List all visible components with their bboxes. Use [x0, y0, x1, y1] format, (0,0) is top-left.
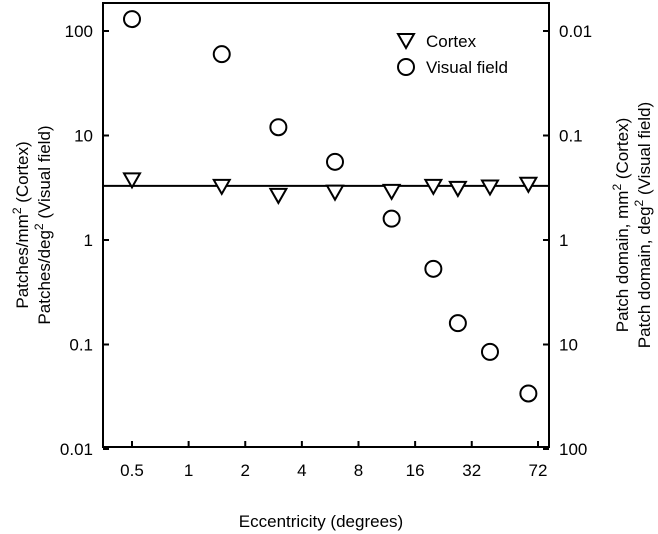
y-right-tick-label: 0.1 [559, 127, 583, 146]
y-left-tick-label: 1 [84, 231, 93, 250]
data-series [122, 10, 539, 403]
legend: Cortex Visual field [396, 32, 508, 77]
cortex-point [423, 178, 444, 196]
y-right-tick-label: 100 [559, 440, 587, 459]
y-left-tick-label: 0.1 [69, 336, 93, 355]
x-tick-label: 72 [529, 461, 548, 480]
y-right-axis-ticks: 0.01 0.1 1 10 100 [543, 22, 592, 459]
legend-visual-field-marker [397, 58, 415, 76]
visual-field-point [326, 152, 344, 171]
cortex-point [212, 178, 232, 196]
visual-field-point [269, 118, 288, 137]
visual-field-point [519, 384, 538, 403]
y-left-tick-label: 10 [74, 127, 93, 146]
y-right-tick-label: 10 [559, 336, 578, 355]
x-tick-label: 32 [462, 461, 481, 480]
y-left-title-line1: Patches/mm2 (Cortex) [10, 141, 32, 308]
x-tick-label: 4 [297, 461, 306, 480]
y-left-title-line2: Patches/deg2 (Visual field) [32, 125, 54, 324]
x-tick-label: 8 [354, 461, 363, 480]
legend-cortex-label: Cortex [426, 32, 477, 51]
visual-field-point [424, 259, 443, 278]
plot-frame [102, 2, 550, 448]
cortex-point [448, 180, 468, 198]
visual-field-point [212, 45, 231, 64]
legend-visual-field-label: Visual field [426, 58, 508, 77]
visual-field-point [480, 342, 499, 361]
x-axis-title: Eccentricity (degrees) [239, 512, 403, 531]
y-right-title-line2: Patch domain, deg2 (Visual field) [632, 102, 654, 348]
cortex-point [518, 176, 539, 194]
cortex-point [268, 187, 289, 205]
y-left-axis-ticks: 0.01 0.1 1 10 100 [60, 22, 109, 459]
x-tick-label: 0.5 [120, 461, 144, 480]
legend-cortex-marker [396, 33, 416, 51]
y-left-tick-label: 100 [65, 22, 93, 41]
x-tick-label: 1 [184, 461, 193, 480]
y-right-title-line1: Patch domain, mm2 (Cortex) [610, 118, 632, 333]
visual-field-point [382, 209, 401, 228]
y-left-axis-title: Patches/mm2 (Cortex) Patches/deg2 (Visua… [10, 125, 54, 324]
y-right-tick-label: 1 [559, 231, 568, 250]
visual-field-point [123, 10, 141, 29]
y-left-tick-label: 0.01 [60, 440, 93, 459]
x-tick-label: 2 [241, 461, 250, 480]
cortex-point [381, 183, 402, 201]
x-tick-label: 16 [406, 461, 425, 480]
cortex-point [122, 172, 142, 190]
y-right-tick-label: 0.01 [559, 22, 592, 41]
cortex-point [480, 179, 500, 197]
x-axis-ticks: 0.5 1 2 4 8 16 32 72 [120, 441, 547, 480]
cortex-point [325, 184, 345, 202]
y-right-axis-title: Patch domain, mm2 (Cortex) Patch domain,… [610, 102, 654, 348]
visual-field-point [448, 314, 467, 333]
